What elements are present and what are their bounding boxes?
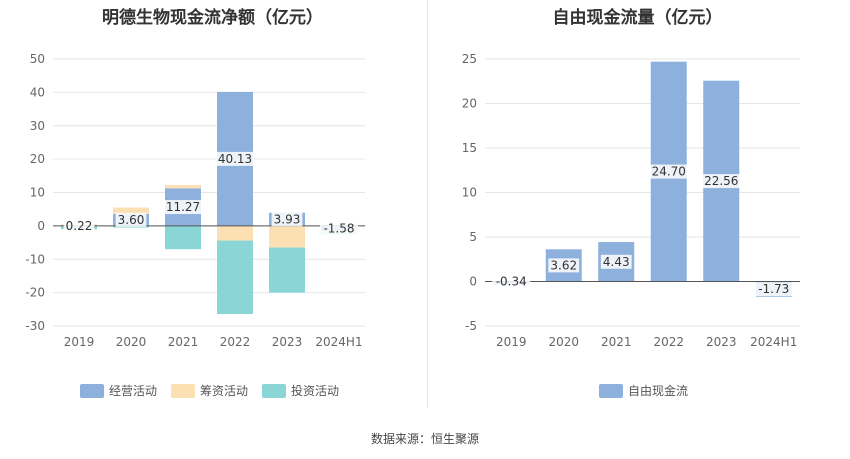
y-tick-label: 30 xyxy=(30,119,45,133)
bar-投资活动 xyxy=(165,225,201,250)
y-tick-label: 0 xyxy=(469,275,477,289)
y-tick-label: 20 xyxy=(30,152,45,166)
legend-item[interactable]: 经营活动 xyxy=(80,382,157,399)
bar-value-label: -1.73 xyxy=(758,282,789,296)
bar-value-label: 3.60 xyxy=(118,213,145,227)
x-tick-label: 2019 xyxy=(64,335,95,349)
bar-value-label: 4.43 xyxy=(603,255,630,269)
x-tick-label: 2024H1 xyxy=(750,335,797,349)
x-tick-label: 2020 xyxy=(116,335,147,349)
y-tick-label: 15 xyxy=(462,141,477,155)
y-tick-label: 10 xyxy=(462,186,477,200)
bar-value-label: 0.22 xyxy=(66,219,93,233)
x-tick-label: 2019 xyxy=(496,335,527,349)
right-chart-title: 自由现金流量（亿元） xyxy=(552,8,723,28)
legend-label: 投资活动 xyxy=(291,384,340,398)
x-tick-label: 2022 xyxy=(653,335,684,349)
bar-value-label: -1.58 xyxy=(323,222,354,236)
bar-label-bg xyxy=(63,218,95,233)
bar-筹资活动 xyxy=(165,184,201,189)
bar-label-bg xyxy=(320,221,358,236)
legend-swatch xyxy=(262,383,287,398)
bar-value-label: 3.93 xyxy=(274,212,301,226)
y-tick-label: 50 xyxy=(30,52,45,66)
legend-item[interactable]: 筹资活动 xyxy=(171,382,248,399)
chart-divider xyxy=(427,0,428,408)
y-tick-label: 10 xyxy=(30,186,45,200)
bar-label-bg xyxy=(702,174,741,189)
legend-label: 自由现金流 xyxy=(628,384,689,398)
bar-value-label: 3.62 xyxy=(550,258,577,272)
bar-value-label: 24.70 xyxy=(652,165,686,179)
bar-label-bg xyxy=(754,282,793,297)
x-tick-label: 2024H1 xyxy=(315,335,362,349)
bar-投资活动 xyxy=(269,247,305,293)
x-tick-label: 2023 xyxy=(272,335,303,349)
legend-swatch xyxy=(171,383,196,398)
legend-label: 经营活动 xyxy=(109,384,158,398)
legend-item[interactable]: 自由现金流 xyxy=(599,382,688,399)
bar-label-bg xyxy=(649,164,688,179)
bar-value-label: 11.27 xyxy=(166,200,200,214)
bar-筹资活动 xyxy=(217,225,253,241)
y-tick-label: 40 xyxy=(30,85,45,99)
x-tick-label: 2021 xyxy=(601,335,632,349)
bar-label-bg xyxy=(600,254,632,269)
bar-value-label: 22.56 xyxy=(704,174,738,188)
legend-label: 筹资活动 xyxy=(200,384,249,398)
left-chart-title: 明德生物现金流净额（亿元） xyxy=(102,8,323,28)
cashflow-net-chart: 50 40 30 20 10 0 -10 -20 -30 2019 2020 2021 2022 2023… xyxy=(25,52,365,349)
x-tick-label: 2023 xyxy=(706,335,737,349)
free-cashflow-chart: 25 20 15 10 5 0 -5 2019 2020 2021 2022 2023 2024H1 -0… xyxy=(462,52,800,349)
y-tick-label: 25 xyxy=(462,52,477,66)
legend-swatch xyxy=(599,383,623,398)
data-source: 数据来源：恒生聚源 xyxy=(370,432,479,446)
bar-投资活动 xyxy=(217,240,253,314)
y-tick-label: 20 xyxy=(462,97,477,111)
bar-筹资活动 xyxy=(113,207,149,214)
y-tick-label: 5 xyxy=(469,230,477,244)
y-tick-label: -10 xyxy=(25,252,45,266)
bar-label-bg xyxy=(115,212,147,227)
x-tick-label: 2022 xyxy=(220,335,251,349)
bar-label-bg xyxy=(271,212,303,227)
legend-item[interactable]: 投资活动 xyxy=(262,382,339,399)
bar-label-bg xyxy=(164,200,202,215)
bar-label-bg xyxy=(548,258,580,273)
left-legend: 经营活动 筹资活动 投资活动 xyxy=(80,382,339,399)
legend-swatch xyxy=(80,383,104,398)
y-tick-label: -30 xyxy=(25,319,45,333)
bar-label-bg xyxy=(216,151,254,166)
y-tick-label: -5 xyxy=(465,319,477,333)
y-tick-label: -20 xyxy=(25,286,45,300)
bar-筹资活动 xyxy=(269,225,305,248)
x-tick-label: 2020 xyxy=(548,335,579,349)
bar-value-label: -0.34 xyxy=(496,275,527,289)
x-tick-label: 2021 xyxy=(168,335,199,349)
bar-label-bg xyxy=(492,274,531,289)
y-tick-label: 0 xyxy=(37,219,45,233)
bar-value-label: 40.13 xyxy=(218,152,252,166)
right-legend: 自由现金流 xyxy=(599,382,688,399)
